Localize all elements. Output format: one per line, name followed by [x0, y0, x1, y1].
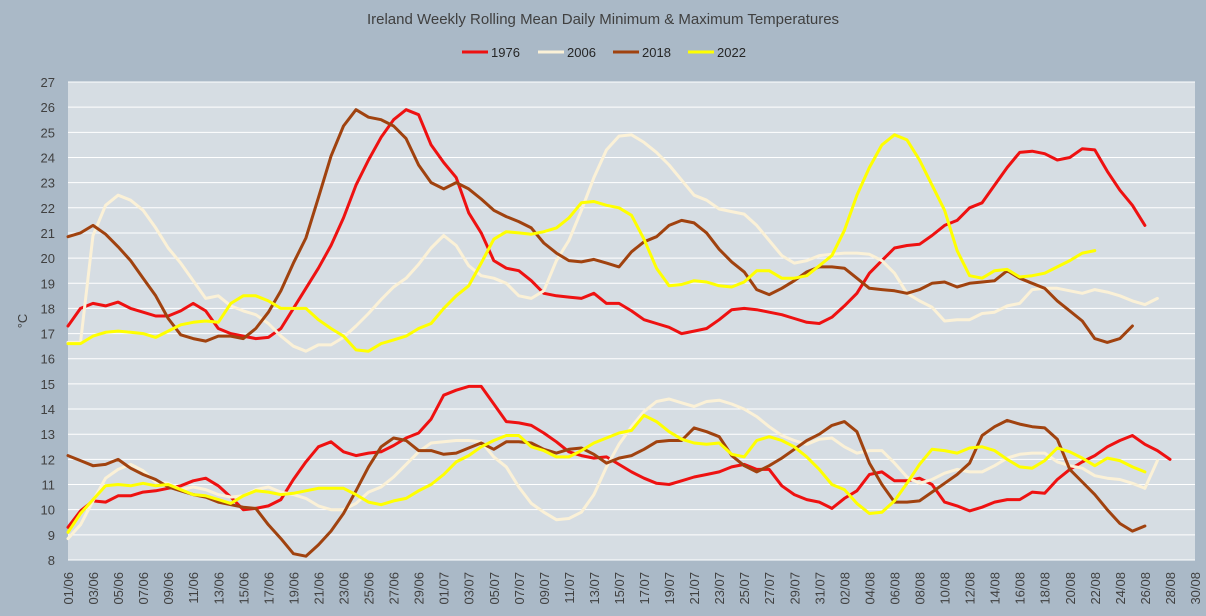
y-tick-label: 23 [41, 176, 55, 191]
y-tick-label: 27 [41, 75, 55, 90]
series-2018-min-line [66, 418, 1147, 558]
x-tick-label: 24/08 [1113, 572, 1128, 605]
x-tick-label: 03/06 [86, 572, 101, 605]
x-tick-label: 06/08 [887, 572, 902, 605]
y-tick-label: 13 [41, 427, 55, 442]
x-tick-label: 29/07 [787, 572, 802, 605]
y-tick-label: 17 [41, 327, 55, 342]
x-tick-label: 10/08 [938, 572, 953, 605]
series-2022-max-line [66, 133, 1097, 353]
x-tick-label: 13/06 [211, 572, 226, 605]
series-2006-max-line [66, 133, 1159, 353]
x-tick-label: 14/08 [988, 572, 1003, 605]
x-tick-label: 25/07 [737, 572, 752, 605]
y-tick-label: 25 [41, 125, 55, 140]
x-tick-label: 12/08 [963, 572, 978, 605]
y-tick-label: 21 [41, 226, 55, 241]
y-tick-label: 26 [41, 100, 55, 115]
x-tick-label: 18/08 [1038, 572, 1053, 605]
x-tick-label: 07/07 [512, 572, 527, 605]
x-tick-label: 21/06 [311, 572, 326, 605]
x-tick-label: 23/06 [336, 572, 351, 605]
y-tick-label: 14 [41, 402, 55, 417]
x-tick-label: 22/08 [1088, 572, 1103, 605]
x-tick-label: 09/06 [161, 572, 176, 605]
series-2022-min-line [66, 413, 1147, 534]
x-tick-label: 20/08 [1063, 572, 1078, 605]
x-tick-label: 28/08 [1163, 572, 1178, 605]
y-tick-label: 10 [41, 503, 55, 518]
x-tick-label: 30/08 [1188, 572, 1203, 605]
x-tick-label: 11/07 [562, 572, 577, 604]
x-tick-label: 31/07 [812, 572, 827, 605]
x-tick-label: 02/08 [837, 572, 852, 605]
gridlines [68, 81, 1195, 561]
x-tick-label: 05/06 [111, 572, 126, 605]
y-axis-ticks: 8 9 10 11 12 13 14 15 16 17 18 19 20 21 22 23 24 25 26 27 [41, 75, 55, 568]
series-2018-max-line [66, 108, 1134, 344]
legend-entry: 2018 [642, 45, 671, 60]
y-tick-label: 16 [41, 352, 55, 367]
x-tick-label: 15/07 [612, 572, 627, 605]
y-tick-label: 19 [41, 276, 55, 291]
legend: 1976 2006 2018 2022 [462, 45, 746, 60]
y-axis-label: °C [15, 314, 30, 329]
y-tick-label: 12 [41, 452, 55, 467]
x-tick-label: 19/07 [662, 572, 677, 605]
plot-area [68, 82, 1195, 560]
y-tick-label: 22 [41, 201, 55, 216]
x-tick-label: 07/06 [136, 572, 151, 605]
x-tick-label: 13/07 [587, 572, 602, 605]
legend-entry: 1976 [491, 45, 520, 60]
y-tick-label: 8 [48, 553, 55, 568]
x-tick-label: 23/07 [712, 572, 727, 605]
y-tick-label: 18 [41, 301, 55, 316]
x-tick-label: 27/07 [762, 572, 777, 605]
x-tick-label: 21/07 [687, 572, 702, 605]
x-tick-label: 09/07 [537, 572, 552, 605]
x-tick-label: 16/08 [1013, 572, 1028, 605]
x-tick-label: 03/07 [462, 572, 477, 605]
x-tick-label: 01/07 [437, 572, 452, 605]
y-tick-label: 15 [41, 377, 55, 392]
x-tick-label: 25/06 [362, 572, 377, 605]
x-tick-label: 27/06 [387, 572, 402, 605]
x-tick-label: 26/08 [1138, 572, 1153, 605]
legend-entry: 2006 [567, 45, 596, 60]
x-tick-label: 05/07 [487, 572, 502, 605]
y-tick-label: 20 [41, 251, 55, 266]
y-tick-label: 11 [42, 478, 56, 493]
x-tick-label: 11/06 [186, 572, 201, 604]
x-axis-ticks: 01/06 03/06 05/06 07/06 09/06 11/06 13/06 15/06… [61, 572, 1203, 605]
x-tick-label: 08/08 [913, 572, 928, 605]
x-tick-label: 17/06 [261, 572, 276, 605]
y-tick-label: 24 [41, 150, 55, 165]
series-lines [66, 108, 1172, 558]
x-tick-label: 29/06 [412, 572, 427, 605]
x-tick-label: 04/08 [862, 572, 877, 605]
legend-entry: 2022 [717, 45, 746, 60]
chart-title: Ireland Weekly Rolling Mean Daily Minimu… [367, 11, 839, 28]
y-tick-label: 9 [48, 528, 55, 543]
x-tick-label: 17/07 [637, 572, 652, 605]
x-tick-label: 01/06 [61, 572, 76, 605]
x-tick-label: 15/06 [236, 572, 251, 605]
x-tick-label: 19/06 [286, 572, 301, 605]
